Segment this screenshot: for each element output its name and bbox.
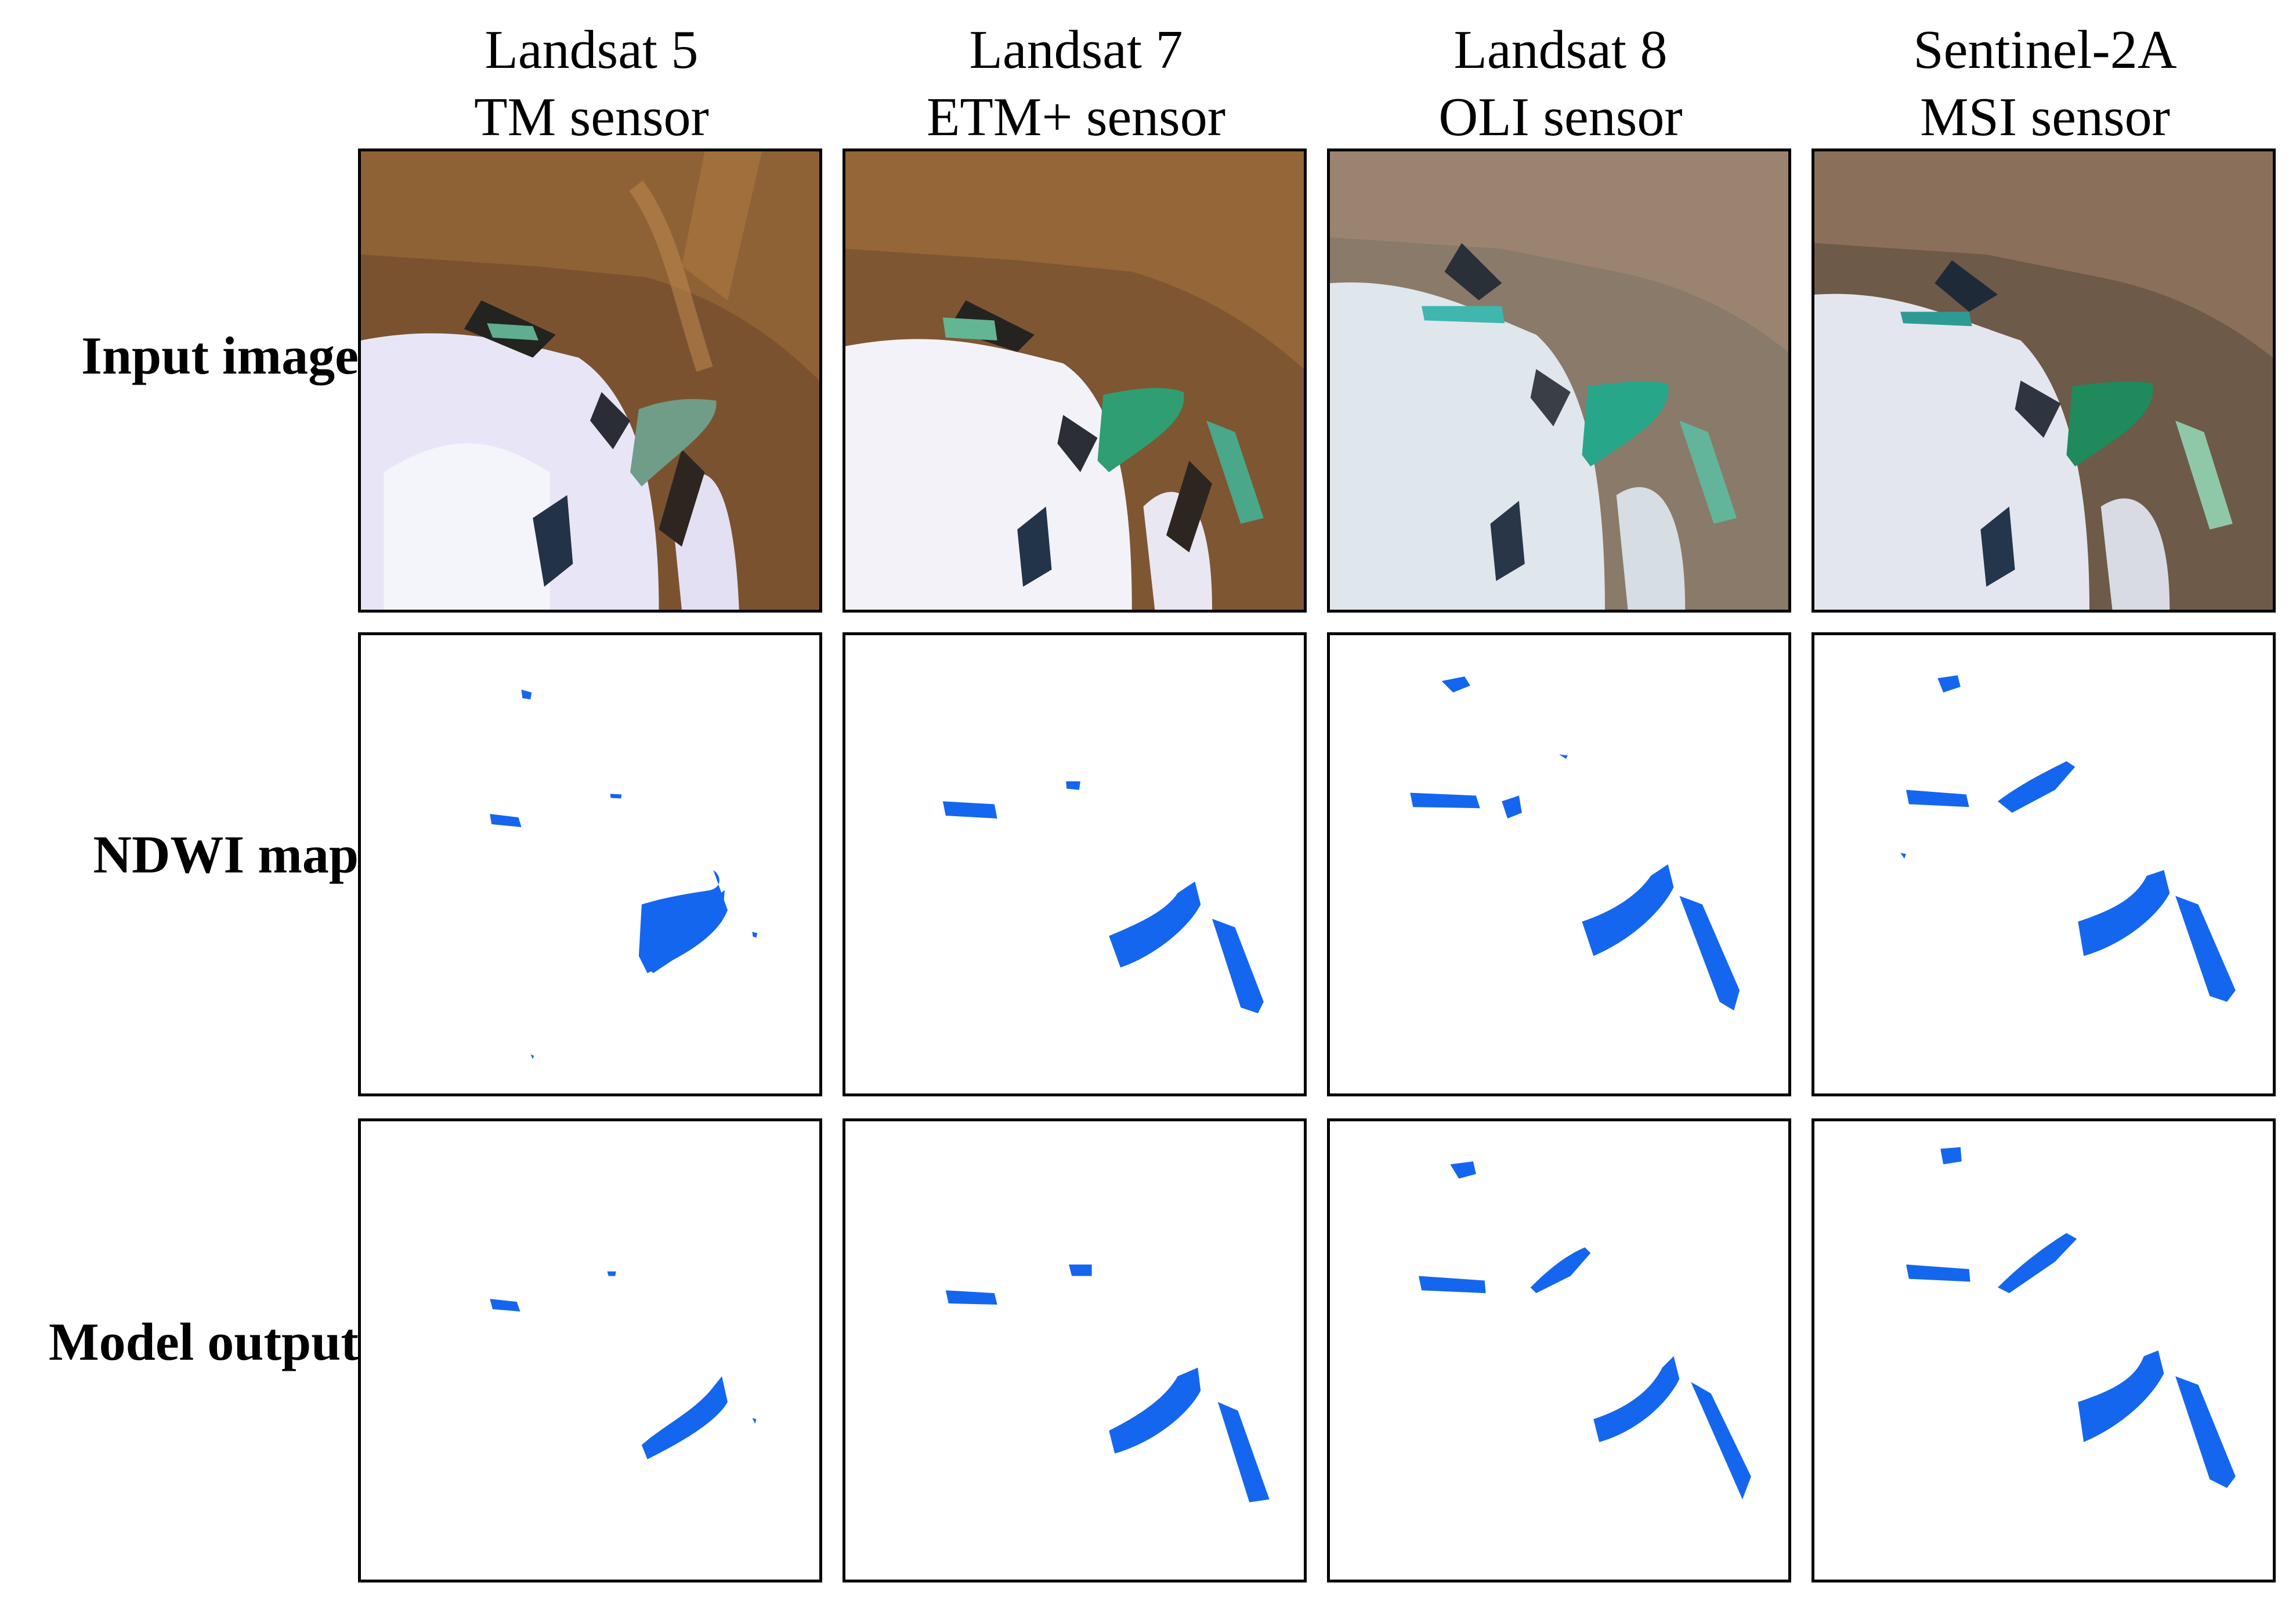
row-label-ndwi-map: NDWI map (93, 825, 359, 884)
column-title-landsat8: Landsat 8 OLI sensor (1327, 16, 1794, 151)
satellite-scene (1330, 151, 1788, 610)
water-mask (1419, 1161, 1751, 1500)
column-title-line1: Landsat 7 (969, 20, 1183, 80)
water-mask (490, 1271, 757, 1459)
model-output-landsat7 (843, 1118, 1307, 1582)
row-label-input-image: Input image (81, 326, 359, 385)
water-mask (1410, 676, 1740, 1011)
model-output-landsat8 (1327, 1118, 1791, 1582)
column-title-line2: TM sensor (474, 87, 709, 147)
column-title-line2: ETM+ sensor (926, 87, 1226, 147)
column-title-line1: Landsat 8 (1453, 20, 1668, 80)
ndwi-map-landsat7 (843, 632, 1307, 1096)
water-mask (1906, 1147, 2236, 1488)
column-title-landsat5: Landsat 5 TM sensor (358, 16, 825, 151)
column-title-line1: Landsat 5 (484, 20, 699, 80)
model-output-landsat5 (358, 1118, 822, 1582)
column-title-line2: OLI sensor (1438, 87, 1683, 147)
column-title-line1: Sentinel-2A (1913, 20, 2177, 80)
column-title-landsat7: Landsat 7 ETM+ sensor (843, 16, 1310, 151)
input-image-landsat5 (358, 149, 822, 613)
input-image-landsat7 (843, 149, 1307, 613)
input-image-sentinel2a (1812, 149, 2276, 613)
water-mask (942, 781, 1264, 1013)
input-image-landsat8 (1327, 149, 1791, 613)
water-mask (490, 689, 758, 1059)
ndwi-map-landsat8 (1327, 632, 1791, 1096)
water-mask (1900, 675, 2236, 1002)
ndwi-map-landsat5 (358, 632, 822, 1096)
satellite-scene (361, 151, 819, 610)
column-title-sentinel2a: Sentinel-2A MSI sensor (1812, 16, 2279, 151)
ndwi-map-sentinel2a (1812, 632, 2276, 1096)
column-title-line2: MSI sensor (1920, 87, 2170, 147)
water-mask (945, 1264, 1270, 1502)
satellite-scene (845, 151, 1304, 610)
model-output-sentinel2a (1812, 1118, 2276, 1582)
row-label-model-output: Model output (48, 1312, 359, 1371)
satellite-scene (1814, 151, 2273, 610)
